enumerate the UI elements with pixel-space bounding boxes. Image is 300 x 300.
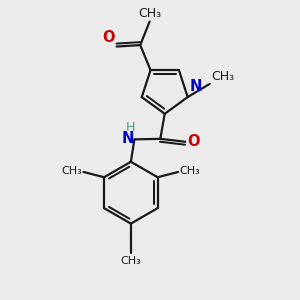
Text: O: O [188, 134, 200, 149]
Text: CH₃: CH₃ [61, 166, 82, 176]
Text: CH₃: CH₃ [180, 166, 200, 176]
Text: H: H [126, 121, 136, 134]
Text: CH₃: CH₃ [138, 7, 161, 20]
Text: N: N [190, 79, 203, 94]
Text: CH₃: CH₃ [212, 70, 235, 83]
Text: O: O [102, 30, 114, 45]
Text: N: N [122, 131, 134, 146]
Text: CH₃: CH₃ [121, 256, 141, 266]
